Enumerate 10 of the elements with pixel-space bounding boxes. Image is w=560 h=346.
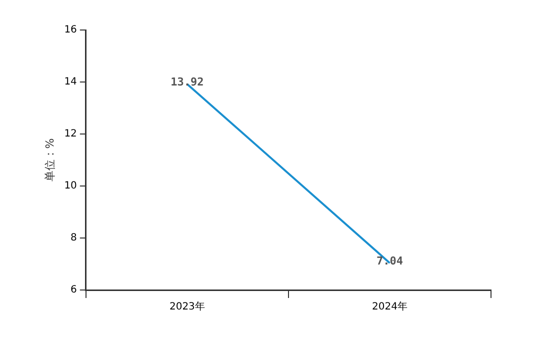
y-tick-label: 6 [70, 284, 77, 296]
x-tick-label: 2024年 [372, 300, 408, 313]
y-tick-label: 14 [64, 76, 77, 88]
x-tick-label: 2023年 [169, 300, 205, 313]
y-tick-label: 8 [70, 232, 77, 244]
y-tick-label: 10 [64, 180, 77, 192]
data-label: 13.92 [170, 75, 204, 88]
y-tick-label: 12 [64, 128, 77, 140]
y-axis-title: 单位：% [43, 138, 56, 182]
y-tick-label: 16 [64, 24, 77, 36]
